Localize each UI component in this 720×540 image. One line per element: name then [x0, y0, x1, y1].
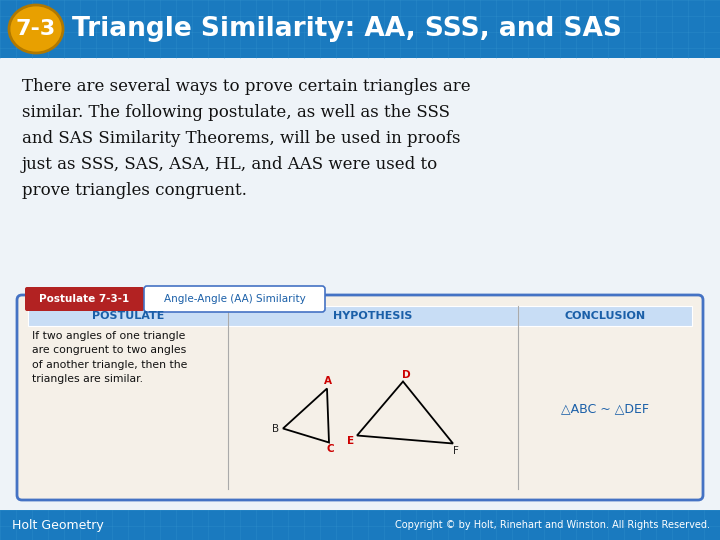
FancyBboxPatch shape: [0, 0, 720, 58]
Text: A: A: [324, 376, 332, 387]
Text: Postulate 7-3-1: Postulate 7-3-1: [40, 294, 130, 304]
FancyBboxPatch shape: [518, 306, 692, 326]
Text: Copyright © by Holt, Rinehart and Winston. All Rights Reserved.: Copyright © by Holt, Rinehart and Winsto…: [395, 520, 710, 530]
Text: B: B: [272, 423, 279, 434]
Text: E: E: [347, 436, 354, 447]
Text: D: D: [402, 369, 410, 380]
Text: C: C: [326, 444, 334, 455]
Text: △ABC ~ △DEF: △ABC ~ △DEF: [561, 402, 649, 415]
FancyBboxPatch shape: [25, 287, 144, 311]
Text: prove triangles congruent.: prove triangles congruent.: [22, 182, 247, 199]
Text: There are several ways to prove certain triangles are: There are several ways to prove certain …: [22, 78, 471, 95]
FancyBboxPatch shape: [144, 286, 325, 312]
FancyBboxPatch shape: [17, 295, 703, 500]
Text: and SAS Similarity Theorems, will be used in proofs: and SAS Similarity Theorems, will be use…: [22, 130, 461, 147]
Text: Angle-Angle (AA) Similarity: Angle-Angle (AA) Similarity: [163, 294, 305, 304]
Text: POSTULATE: POSTULATE: [92, 311, 164, 321]
FancyBboxPatch shape: [228, 306, 518, 326]
FancyBboxPatch shape: [0, 510, 720, 540]
FancyBboxPatch shape: [28, 306, 228, 326]
Text: HYPOTHESIS: HYPOTHESIS: [333, 311, 413, 321]
Text: If two angles of one triangle
are congruent to two angles
of another triangle, t: If two angles of one triangle are congru…: [32, 331, 187, 384]
Text: CONCLUSION: CONCLUSION: [564, 311, 646, 321]
Text: F: F: [453, 446, 459, 456]
Text: Holt Geometry: Holt Geometry: [12, 518, 104, 531]
Text: Triangle Similarity: AA, SSS, and SAS: Triangle Similarity: AA, SSS, and SAS: [72, 16, 622, 42]
FancyBboxPatch shape: [0, 58, 720, 510]
Ellipse shape: [9, 5, 63, 53]
Text: 7-3: 7-3: [16, 19, 56, 39]
Text: similar. The following postulate, as well as the SSS: similar. The following postulate, as wel…: [22, 104, 450, 121]
Text: just as SSS, SAS, ASA, HL, and AAS were used to: just as SSS, SAS, ASA, HL, and AAS were …: [22, 156, 438, 173]
